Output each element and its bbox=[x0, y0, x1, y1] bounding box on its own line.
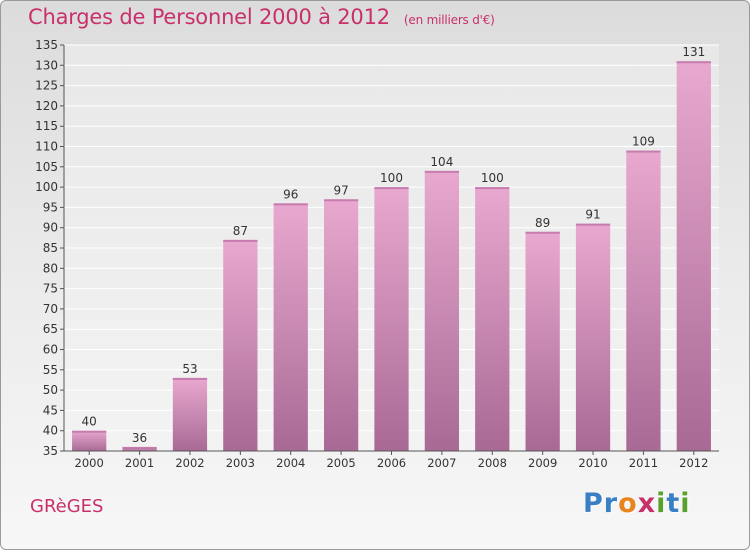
bar-top-edge bbox=[374, 187, 409, 190]
title-text: Charges de Personnel 2000 à 2012 bbox=[28, 5, 390, 29]
y-tick-label: 85 bbox=[43, 241, 58, 255]
data-label: 36 bbox=[132, 431, 147, 445]
data-label: 109 bbox=[632, 135, 655, 149]
data-label: 40 bbox=[82, 415, 97, 429]
x-tick-label: 2006 bbox=[377, 456, 406, 470]
bar-top-edge bbox=[122, 446, 157, 449]
unit-label: (en milliers d'€) bbox=[403, 13, 495, 27]
bar bbox=[122, 446, 157, 451]
bar-top-edge bbox=[475, 187, 510, 190]
bar bbox=[575, 223, 611, 451]
bar bbox=[424, 170, 460, 452]
x-tick-label: 2002 bbox=[175, 456, 204, 470]
data-labels: 40 36 53 87 96 97 100 104 100 89 91 109 131 bbox=[82, 45, 706, 445]
proxiti-logo[interactable]: Proxiti bbox=[583, 488, 691, 519]
bar bbox=[323, 199, 359, 451]
data-label: 97 bbox=[333, 183, 348, 197]
bar-top-edge bbox=[525, 231, 560, 234]
bar bbox=[273, 203, 308, 451]
bar bbox=[172, 377, 208, 451]
logo-letter: r bbox=[603, 488, 619, 519]
y-tick-label: 40 bbox=[43, 424, 58, 438]
y-tick-label: 65 bbox=[43, 322, 58, 336]
bar bbox=[626, 150, 661, 451]
y-tick-label: 130 bbox=[35, 58, 58, 72]
logo-letter: i bbox=[656, 488, 667, 519]
x-tick-label: 2012 bbox=[679, 456, 708, 470]
logo-letter: x bbox=[637, 488, 657, 519]
data-label: 131 bbox=[682, 45, 705, 59]
bar bbox=[223, 239, 258, 451]
bar bbox=[72, 430, 107, 451]
x-tick-label: 2009 bbox=[528, 456, 557, 470]
bar-top-edge bbox=[424, 170, 460, 173]
logo-letter: o bbox=[618, 488, 638, 519]
y-tick-label: 45 bbox=[43, 403, 58, 417]
y-tick-label: 55 bbox=[43, 363, 58, 377]
data-label: 100 bbox=[481, 171, 504, 185]
x-tick-label: 2001 bbox=[125, 456, 154, 470]
y-tick-label: 70 bbox=[43, 302, 58, 316]
bars bbox=[72, 61, 711, 452]
logo-letter: P bbox=[583, 488, 604, 519]
x-tick-label: 2003 bbox=[226, 456, 255, 470]
y-tick-label: 95 bbox=[43, 200, 58, 214]
y-tick-label: 90 bbox=[43, 221, 58, 235]
logo-letter: i bbox=[680, 488, 691, 519]
bar bbox=[525, 231, 560, 451]
x-tick-label: 2007 bbox=[427, 456, 456, 470]
bar bbox=[374, 187, 409, 451]
bar-top-edge bbox=[676, 61, 711, 64]
y-tick-label: 60 bbox=[43, 343, 58, 357]
bar-top-edge bbox=[626, 150, 661, 153]
y-tick-label: 135 bbox=[35, 38, 58, 52]
data-label: 91 bbox=[585, 208, 600, 222]
bar bbox=[475, 187, 510, 451]
bar-top-edge bbox=[223, 239, 258, 242]
bar-top-edge bbox=[273, 203, 308, 206]
y-tick-labels: 35 40 45 50 55 60 65 70 75 80 85 90 95 100 105 110 115 12… bbox=[35, 38, 58, 458]
logo-letter: t bbox=[666, 488, 681, 519]
bar bbox=[676, 61, 711, 452]
data-label: 100 bbox=[380, 171, 403, 185]
x-tick-label: 2011 bbox=[629, 456, 658, 470]
x-tick-labels: 2000 2001 2002 2003 2004 2005 2006 2007 2008 2009… bbox=[75, 451, 708, 470]
y-tick-label: 35 bbox=[43, 444, 58, 458]
data-label: 96 bbox=[283, 187, 298, 201]
y-tick-label: 80 bbox=[43, 261, 58, 275]
data-label: 89 bbox=[535, 216, 550, 230]
bar-top-edge bbox=[575, 223, 611, 226]
chart-title: Charges de Personnel 2000 à 2012 (en mill… bbox=[28, 5, 495, 29]
bar-top-edge bbox=[172, 377, 208, 380]
data-label: 87 bbox=[233, 224, 248, 238]
y-tick-label: 115 bbox=[35, 119, 58, 133]
x-tick-label: 2008 bbox=[478, 456, 507, 470]
bar-top-edge bbox=[323, 199, 359, 202]
y-tick-label: 110 bbox=[35, 140, 58, 154]
y-tick-label: 100 bbox=[35, 180, 58, 194]
y-tick-label: 105 bbox=[35, 160, 58, 174]
commune-name: GRèGES bbox=[30, 496, 104, 517]
data-label: 53 bbox=[182, 362, 197, 376]
x-tick-label: 2010 bbox=[578, 456, 607, 470]
data-label: 104 bbox=[430, 155, 453, 169]
bar-top-edge bbox=[72, 430, 107, 433]
x-tick-label: 2004 bbox=[276, 456, 305, 470]
x-tick-label: 2005 bbox=[326, 456, 355, 470]
y-tick-label: 120 bbox=[35, 99, 58, 113]
x-tick-label: 2000 bbox=[75, 456, 104, 470]
y-tick-label: 75 bbox=[43, 282, 58, 296]
y-tick-label: 125 bbox=[35, 79, 58, 93]
y-tick-label: 50 bbox=[43, 383, 58, 397]
